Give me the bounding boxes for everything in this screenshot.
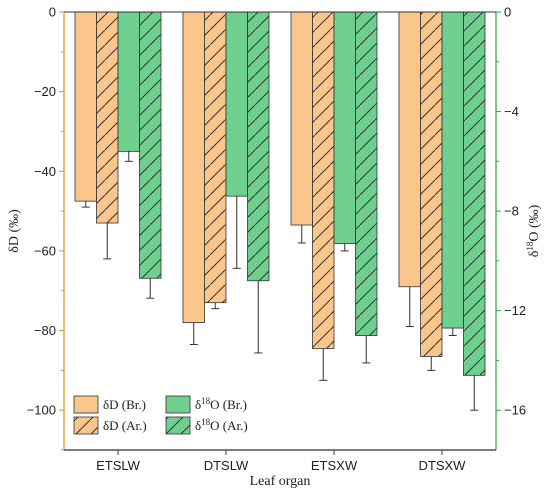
left-tick-label: −40 [34,164,56,179]
bar [442,12,464,329]
legend-label-prefix: δ [195,418,201,433]
bar [226,12,248,197]
legend-label: δ18O (Ar.) [195,417,248,433]
bar-hatch [204,12,226,303]
right-tick-label: 0 [504,5,511,20]
right-tick-label: −16 [504,403,526,418]
x-tick-label: DTSXW [419,458,467,473]
bar-hatch [96,12,118,224]
legend-label-suffix: O (Br.) [210,397,247,412]
x-tick-label: ETSXW [311,458,358,473]
legend-label: δD (Ar.) [103,418,147,433]
legend-swatch [74,396,98,413]
legend-label-sup: 18 [201,396,211,406]
x-axis-label: Leaf organ [250,474,311,489]
y-axis-label-right: δ18O (‰) [525,204,542,257]
y-axis-label-right-prefix: δ [527,250,542,257]
bar-hatch [355,12,377,336]
legend-swatch-outline [73,395,99,414]
y-axis-label-right-suffix: O (‰) [527,204,542,241]
left-tick-label: 0 [49,5,56,20]
legend-label: δD (Br.) [103,397,146,412]
right-tick-label: −12 [504,303,526,318]
bar [118,12,140,152]
x-tick-label: DTSLW [204,458,249,473]
legend-swatch [166,396,190,413]
legend-label-sup: 18 [201,417,211,427]
bars-layer [74,11,486,411]
legend-swatch-outline [165,395,191,414]
left-tick-label: −60 [34,243,56,258]
y-axis-label-right-sup: 18 [525,241,535,251]
y-axis-label-left: δD (‰) [7,209,22,253]
bar-hatch [139,12,161,279]
axes-layer: 0 −20 −40 −60 −80 −100 0 −4 −8 −12 −16 ETSLW DTSLW ET… [7,5,542,490]
legend-label-prefix: δ [195,397,201,412]
left-tick-label: −80 [34,323,56,338]
legend-swatch-outline [165,416,191,435]
left-tick-label: −20 [34,84,56,99]
right-tick-label: −8 [504,204,519,219]
right-tick-label: −4 [504,104,519,119]
legend-swatch-hatch [74,417,98,434]
legend-label-suffix: O (Ar.) [210,418,248,433]
legend-swatch-outline [73,416,99,435]
bar [399,12,421,287]
bar-hatch [420,12,442,357]
bar [291,12,313,226]
bar-hatch [463,12,485,376]
legend-label: δ18O (Br.) [195,396,247,412]
legend-swatch-hatch [166,417,190,434]
left-tick-label: −100 [27,403,56,418]
bar [183,12,205,323]
bar-hatch [312,12,334,349]
bar [75,12,97,202]
bar-hatch [247,12,269,281]
bar [334,12,356,244]
x-tick-label: ETSLW [96,458,141,473]
legend: δD (Br.)δD (Ar.)δ18O (Br.)δ18O (Ar.) [73,395,248,435]
